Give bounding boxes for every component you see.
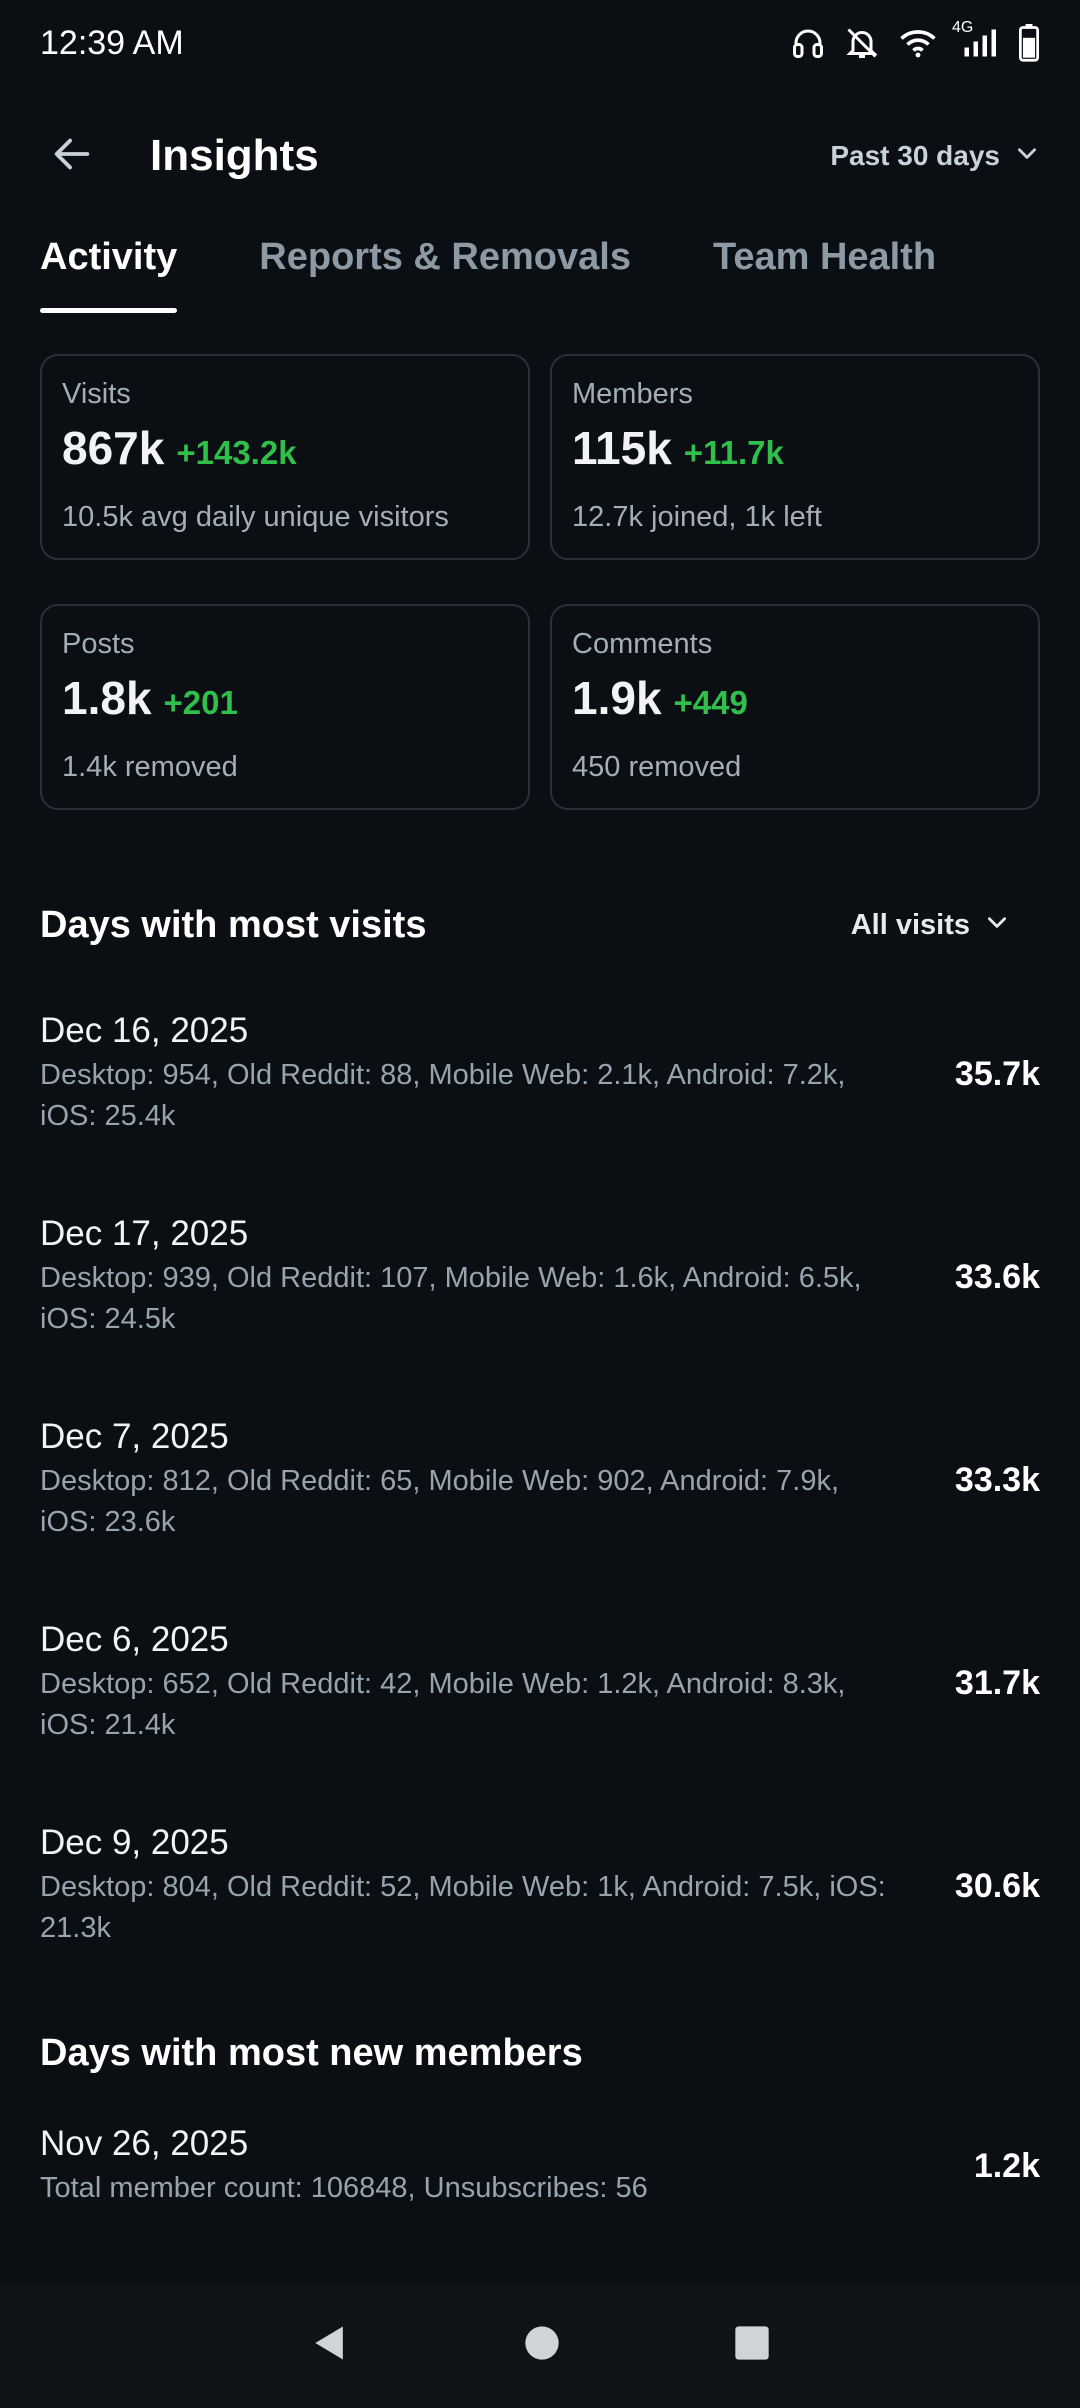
card-label: Posts	[62, 628, 135, 660]
row-detail: Desktop: 954, Old Reddit: 88, Mobile Web…	[40, 1059, 846, 1132]
tab-bar: Activity Reports & Removals Team Health	[40, 236, 936, 316]
row-total: 1.2k	[973, 2146, 1040, 2185]
row-total: 33.3k	[954, 1460, 1040, 1499]
card-label: Visits	[62, 378, 131, 410]
members-list: Nov 26, 2025 Total member count: 106848,…	[40, 2118, 1040, 2214]
posts-card[interactable]: Posts 1.8k +201 1.4k removed	[40, 604, 530, 810]
tab-activity[interactable]: Activity	[40, 236, 178, 316]
card-value: 867k	[62, 422, 165, 474]
tab-team-health[interactable]: Team Health	[712, 236, 937, 278]
card-label: Members	[572, 378, 693, 410]
chevron-down-icon	[984, 909, 1010, 943]
row-date: Dec 9, 2025	[40, 1823, 229, 1862]
status-icons: 4G	[790, 19, 1040, 62]
row-detail: Total member count: 106848, Unsubscribes…	[40, 2171, 648, 2204]
headphones-icon	[790, 25, 826, 61]
page-title: Insights	[150, 131, 319, 180]
row-total: 33.6k	[954, 1257, 1040, 1296]
chevron-down-icon	[1014, 140, 1040, 173]
row-detail: Desktop: 939, Old Reddit: 107, Mobile We…	[40, 1262, 862, 1335]
network-type-label: 4G	[952, 19, 974, 36]
card-label: Comments	[572, 628, 713, 660]
card-delta: +449	[673, 684, 748, 721]
row-date: Dec 6, 2025	[40, 1620, 229, 1659]
list-item[interactable]: Dec 17, 2025 Desktop: 939, Old Reddit: 1…	[40, 1211, 1040, 1343]
card-subtext: 450 removed	[572, 751, 742, 783]
card-subtext: 12.7k joined, 1k left	[572, 501, 822, 533]
status-time: 12:39 AM	[40, 23, 184, 62]
home-circle-icon[interactable]	[522, 2323, 562, 2368]
stat-cards: Visits 867k +143.2k 10.5k avg daily uniq…	[40, 354, 1040, 810]
row-date: Dec 17, 2025	[40, 1214, 249, 1253]
list-item[interactable]: Nov 26, 2025 Total member count: 106848,…	[40, 2118, 1040, 2214]
card-delta: +143.2k	[176, 434, 297, 471]
date-range-dropdown[interactable]: Past 30 days	[830, 140, 1040, 173]
card-subtext: 10.5k avg daily unique visitors	[62, 501, 449, 533]
app-header: Insights Past 30 days	[0, 120, 1080, 192]
card-value: 1.9k	[572, 672, 662, 724]
card-value: 1.8k	[62, 672, 152, 724]
card-delta: +201	[163, 684, 238, 721]
section-title: Days with most visits	[40, 904, 427, 946]
visits-card[interactable]: Visits 867k +143.2k 10.5k avg daily uniq…	[40, 354, 530, 560]
members-card[interactable]: Members 115k +11.7k 12.7k joined, 1k lef…	[550, 354, 1040, 560]
visits-filter-label: All visits	[850, 909, 970, 941]
members-section-header: Days with most new members	[40, 2032, 1040, 2075]
row-date: Dec 16, 2025	[40, 1011, 249, 1050]
battery-icon	[1018, 24, 1040, 62]
bell-off-icon	[844, 25, 880, 61]
status-bar: 12:39 AM 4G	[0, 0, 1080, 86]
wifi-icon	[898, 25, 938, 61]
cell-signal-icon: 4G	[952, 19, 1000, 61]
list-item[interactable]: Dec 9, 2025 Desktop: 804, Old Reddit: 52…	[40, 1820, 1040, 1952]
recents-square-icon[interactable]	[732, 2323, 772, 2368]
arrow-left-icon	[49, 131, 95, 182]
row-total: 31.7k	[954, 1663, 1040, 1702]
system-nav-bar	[0, 2282, 1080, 2408]
row-total: 35.7k	[954, 1054, 1040, 1093]
card-delta: +11.7k	[683, 434, 784, 471]
row-detail: Desktop: 652, Old Reddit: 42, Mobile Web…	[40, 1668, 846, 1741]
visits-filter-dropdown[interactable]: All visits	[851, 909, 1010, 943]
date-range-label: Past 30 days	[830, 140, 1000, 171]
row-total: 30.6k	[954, 1866, 1040, 1905]
back-button[interactable]	[40, 124, 104, 188]
list-item[interactable]: Dec 7, 2025 Desktop: 812, Old Reddit: 65…	[40, 1414, 1040, 1546]
list-item[interactable]: Dec 16, 2025 Desktop: 954, Old Reddit: 8…	[40, 1008, 1040, 1140]
section-title: Days with most new members	[40, 2032, 583, 2074]
comments-card[interactable]: Comments 1.9k +449 450 removed	[550, 604, 1040, 810]
visits-section-header: Days with most visits All visits	[40, 904, 1040, 947]
list-item[interactable]: Dec 6, 2025 Desktop: 652, Old Reddit: 42…	[40, 1617, 1040, 1749]
card-value: 115k	[572, 422, 672, 474]
back-triangle-icon[interactable]	[308, 2321, 352, 2370]
row-date: Dec 7, 2025	[40, 1417, 229, 1456]
row-detail: Desktop: 804, Old Reddit: 52, Mobile Web…	[40, 1871, 886, 1944]
row-date: Nov 26, 2025	[40, 2123, 249, 2163]
visits-list: Dec 16, 2025 Desktop: 954, Old Reddit: 8…	[40, 1008, 1040, 1952]
tab-reports-removals[interactable]: Reports & Removals	[259, 236, 631, 278]
row-detail: Desktop: 812, Old Reddit: 65, Mobile Web…	[40, 1465, 840, 1538]
card-subtext: 1.4k removed	[62, 751, 238, 783]
